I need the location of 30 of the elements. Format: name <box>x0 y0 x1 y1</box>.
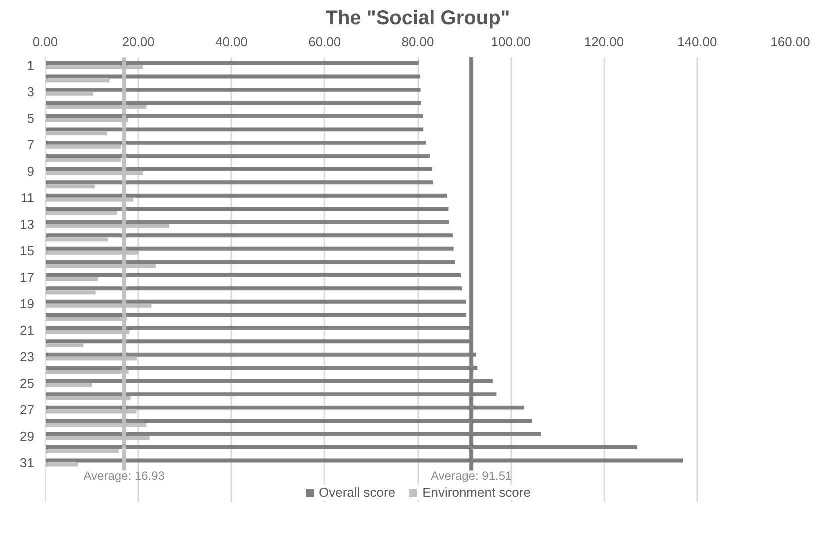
chart-title: The "Social Group" <box>326 8 510 30</box>
y-tick-label: 19 <box>20 296 35 312</box>
y-tick-label: 7 <box>27 137 35 152</box>
y-tick-label: 21 <box>20 322 35 338</box>
x-tick-label: 0.00 <box>32 34 58 50</box>
y-tick-label: 15 <box>20 243 35 258</box>
y-tick-label: 1 <box>27 58 35 73</box>
x-tick-label: 40.00 <box>215 34 248 50</box>
x-tick-label: 20.00 <box>122 34 155 50</box>
y-tick-label: 13 <box>20 216 35 232</box>
x-tick-label: 120.00 <box>584 34 624 50</box>
x-tick-label: 100.00 <box>491 34 532 50</box>
y-tick-label: 23 <box>20 349 35 364</box>
y-tick-label: 31 <box>20 455 35 470</box>
y-tick-label: 11 <box>21 190 35 206</box>
x-tick-label: 140.00 <box>677 34 718 50</box>
legend-label: Overall score <box>319 485 396 500</box>
y-tick-label: 9 <box>27 164 35 179</box>
y-tick-label: 25 <box>20 376 35 391</box>
x-tick-label: 80.00 <box>402 34 434 50</box>
y-tick-label: 3 <box>27 84 35 100</box>
y-tick-label: 27 <box>20 402 35 418</box>
ref-line-label: Average: 91.51 <box>431 469 513 484</box>
legend-label: Environment score <box>422 485 531 500</box>
y-tick-label: 29 <box>20 428 35 444</box>
ref-line-label: Average: 16.93 <box>84 469 166 484</box>
y-tick-label: 17 <box>20 270 35 285</box>
x-tick-label: 60.00 <box>308 34 342 50</box>
y-tick-label: 5 <box>27 110 35 126</box>
x-tick-label: 160.00 <box>770 34 810 50</box>
